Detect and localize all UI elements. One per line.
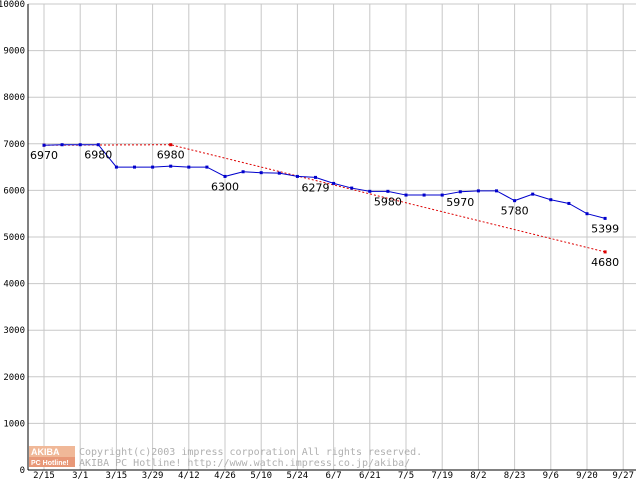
x-tick-label: 8/2: [470, 471, 486, 480]
x-tick-label: 2/15: [33, 471, 55, 480]
price-point: [549, 198, 553, 202]
price-point: [567, 201, 571, 205]
data-label: 6980: [84, 149, 112, 162]
data-label: 6970: [30, 149, 58, 162]
x-tick-label: 7/5: [398, 471, 414, 480]
price-point: [96, 143, 100, 147]
x-tick-label: 9/20: [576, 471, 598, 480]
y-tick-label: 8000: [3, 93, 25, 103]
price-point: [277, 171, 281, 175]
data-label: 5399: [591, 222, 619, 235]
x-tick-label: 6/21: [359, 471, 381, 480]
price-point: [205, 165, 209, 169]
data-label: 6279: [302, 181, 330, 194]
price-point: [169, 164, 173, 168]
price-point: [314, 175, 317, 179]
y-tick-label: 9000: [3, 47, 25, 57]
price-point: [295, 174, 299, 178]
y-tick-label: 3000: [3, 326, 25, 336]
y-tick-label: 2000: [3, 373, 25, 383]
price-point: [495, 189, 498, 193]
x-tick-label: 9/6: [543, 471, 559, 480]
logo-bottom-text: PC Hotline!: [31, 460, 69, 467]
price-point: [350, 186, 354, 190]
y-tick-label: 7000: [3, 140, 25, 150]
y-tick-label: 5000: [3, 233, 25, 243]
price-series: [42, 143, 607, 220]
x-tick-label: 3/15: [106, 471, 128, 480]
logo-top-text: AKIBA: [31, 447, 60, 457]
price-point: [42, 143, 46, 147]
trend-line: [43, 144, 606, 253]
grid-lines: [28, 3, 636, 471]
x-tick-label: 6/7: [325, 471, 341, 480]
price-point: [259, 171, 263, 175]
y-tick-label: 0: [20, 466, 25, 476]
price-point: [133, 165, 136, 169]
price-point: [60, 143, 64, 147]
price-point: [151, 165, 155, 169]
y-tick-label: 1000: [3, 419, 25, 429]
y-tick-label: 10000: [0, 0, 25, 10]
data-labels: 6970 6980 6980 6300 6279 5980 5970 5780 5399 4680: [30, 149, 619, 269]
price-point: [440, 193, 444, 197]
price-point: [458, 190, 462, 194]
copyright-line: Copyright(c)2003 impress corporation All…: [79, 447, 422, 458]
trend-point: [603, 250, 607, 254]
x-tick-label: 4/12: [178, 471, 200, 480]
price-point: [513, 199, 517, 203]
price-point: [368, 189, 372, 193]
y-tick-label: 4000: [3, 280, 25, 290]
x-tick-label: 3/1: [72, 471, 88, 480]
x-tick-label: 5/10: [250, 471, 272, 480]
watermark: AKIBA PC Hotline! Copyright(c)2003 impre…: [29, 446, 422, 469]
data-label: 5780: [501, 205, 529, 218]
price-point: [603, 216, 607, 220]
price-point: [531, 192, 535, 196]
akiba-logo: AKIBA PC Hotline!: [29, 446, 75, 467]
data-label: 6300: [211, 180, 239, 193]
y-tick-label: 6000: [3, 186, 25, 196]
price-point: [114, 165, 118, 169]
trend-point: [169, 143, 173, 147]
price-point: [78, 143, 82, 147]
x-tick-label: 4/26: [214, 471, 236, 480]
price-line: [43, 144, 606, 219]
price-point: [223, 174, 227, 178]
price-point: [404, 193, 408, 197]
data-label: 5970: [446, 196, 474, 209]
x-tick-label: 3/29: [142, 471, 164, 480]
price-point: [476, 189, 480, 193]
site-line: AKIBA PC Hotline! http://www.watch.impre…: [79, 458, 410, 469]
x-tick-label: 8/23: [504, 471, 526, 480]
x-tick-label: 9/27: [612, 471, 634, 480]
data-label: 4680: [591, 256, 619, 269]
y-axis: 0 1000 2000 3000 4000 5000 6000 7000 8000 9000 100…: [0, 0, 29, 476]
price-point: [585, 212, 589, 216]
price-point: [422, 193, 426, 197]
data-label: 5980: [374, 195, 402, 208]
x-axis: 2/15 3/1 3/15 3/29 4/12 4/26 5/10 5/24 6/7 6/21 7/…: [28, 469, 636, 480]
price-point: [332, 181, 336, 185]
price-point: [241, 170, 245, 174]
price-point: [386, 189, 390, 193]
x-tick-label: 5/24: [287, 471, 309, 480]
data-label: 6980: [157, 149, 185, 162]
x-tick-label: 7/19: [431, 471, 453, 480]
price-point: [187, 165, 191, 169]
